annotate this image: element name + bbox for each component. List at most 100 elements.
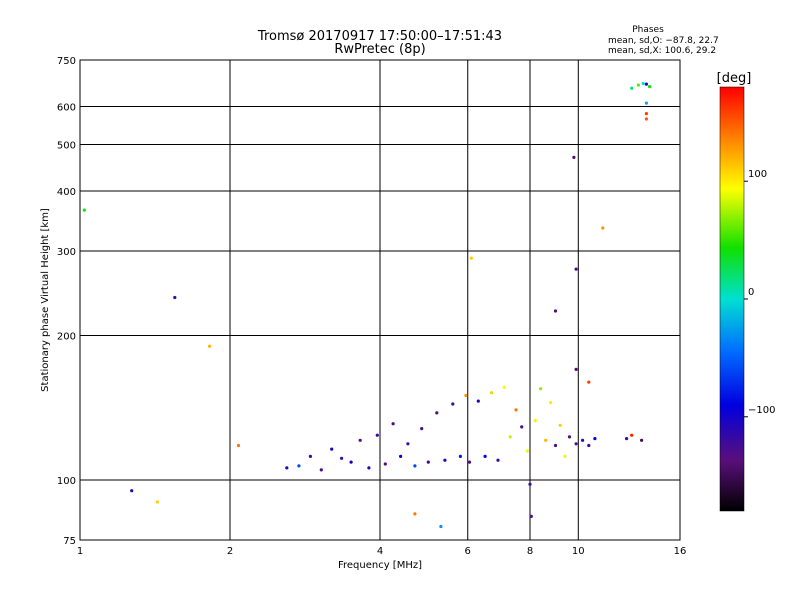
data-point [581,438,585,442]
data-point [644,101,649,105]
data-point [572,155,576,159]
x-tick-label: 8 [527,546,533,557]
data-point [208,344,212,348]
data-points [82,81,652,529]
data-point [502,385,506,389]
data-point [539,387,543,391]
data-point [367,466,371,470]
data-point [574,267,578,271]
data-point [375,433,379,437]
y-tick-label: 300 [57,247,76,258]
data-point [476,399,480,403]
data-point [553,443,558,448]
data-point [587,443,591,448]
y-tick-label: 100 [57,476,76,487]
data-point [319,468,323,472]
y-tick-label: 500 [57,141,76,152]
data-point [464,393,468,398]
data-point [529,514,533,519]
data-point [236,443,241,448]
y-tick-label: 600 [57,103,76,114]
x-axis-ticks: 1 2 4 6 8 10 16 [77,546,687,557]
phases-title: Phases [632,25,664,35]
x-tick-label: 16 [674,546,687,557]
data-point [574,367,578,371]
data-point [443,458,447,462]
data-point [553,309,558,313]
data-point [413,512,417,516]
data-point [508,435,512,439]
data-point [533,419,537,423]
data-point [514,408,518,412]
data-point [467,460,472,464]
data-point [601,226,605,230]
data-point [173,295,177,300]
colorbar-tick-label: 0 [748,287,754,298]
data-point [630,433,634,437]
colorbar [719,86,745,512]
y-tick-label: 200 [57,332,76,343]
data-point [399,454,403,458]
data-point [644,82,649,86]
data-point [525,449,529,453]
phases-o-stats: mean, sd,O: −87.8, 22.7 [608,36,719,46]
data-point [155,500,159,504]
data-point [413,464,417,468]
data-point [340,456,344,460]
data-point [496,458,500,462]
data-point [426,460,430,464]
y-tick-label: 400 [57,187,76,198]
data-point [574,442,578,446]
data-point [435,411,439,415]
data-point [469,256,473,260]
data-point [630,86,634,90]
x-axis-label: Frequency [MHz] [338,560,422,571]
x-tick-label: 4 [377,546,383,557]
grid-lines [80,60,680,540]
data-point [297,464,301,468]
data-point [406,442,410,446]
data-point [439,524,443,529]
x-tick-label: 10 [572,546,585,557]
data-point [383,462,387,466]
data-point [285,466,289,470]
data-point [587,380,591,384]
data-point [625,437,629,441]
data-point [544,438,548,442]
y-tick-label: 750 [57,56,76,67]
colorbar-ticks: 100 0 −100 [744,169,775,418]
data-point [330,447,334,451]
data-point [648,85,652,89]
data-point [644,112,649,116]
data-point [641,81,645,86]
y-axis-ticks: 75 100 200 300 400 500 600 750 [57,56,76,547]
data-point [593,437,597,441]
data-point [640,438,644,442]
data-point [308,454,312,458]
data-point [567,435,572,439]
data-point [636,83,641,87]
data-point [558,423,562,427]
data-point [644,117,649,121]
chart-title: Tromsø 20170917 17:50:00–17:51:43 [257,29,502,44]
data-point [82,208,86,212]
data-point [391,422,395,426]
data-point [563,454,567,458]
data-point [451,402,455,406]
x-tick-label: 6 [465,546,471,557]
y-axis-label: Stationary phase Virtual Height [km] [40,208,51,392]
chart-subtitle: RwPretec (8p) [334,42,425,57]
colorbar-label: [deg] [717,71,752,86]
data-point [358,438,362,442]
y-tick-label: 75 [63,536,76,547]
x-tick-label: 1 [77,546,83,557]
data-point [490,391,494,395]
data-point [549,401,553,405]
data-point [483,454,487,458]
data-point [528,482,532,486]
colorbar-tick-label: −100 [748,405,775,416]
x-tick-label: 2 [227,546,233,557]
data-point [420,427,424,431]
data-point [458,454,462,458]
